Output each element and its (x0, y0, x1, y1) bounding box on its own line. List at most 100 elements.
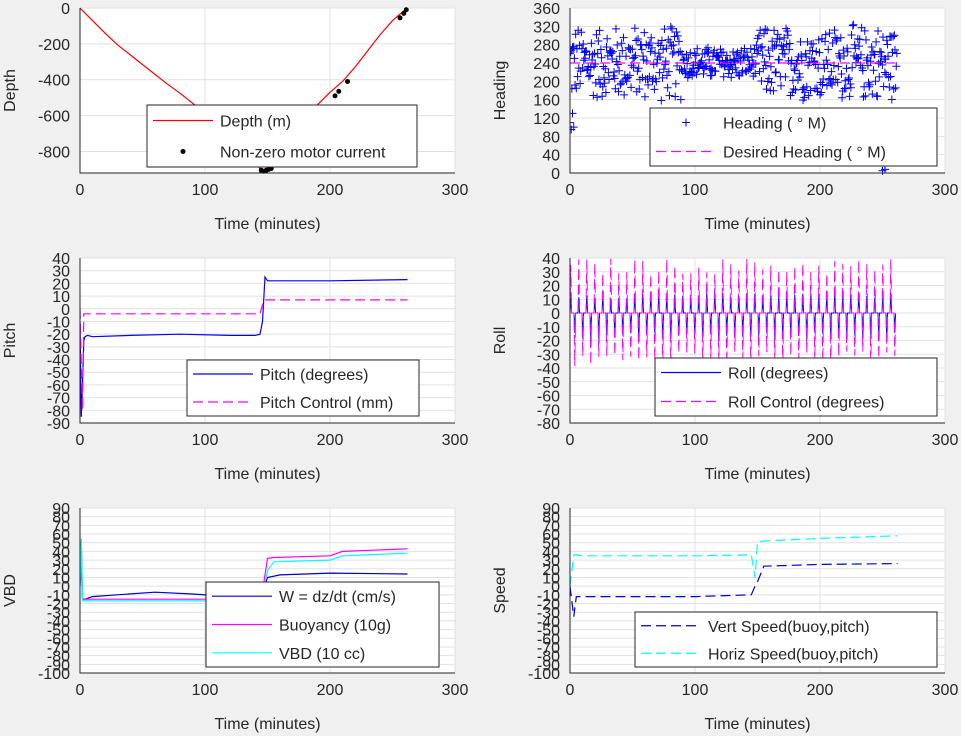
heading-marker (639, 52, 648, 61)
legend-label: Roll (degrees) (728, 366, 828, 383)
heading-marker (664, 67, 673, 76)
heading-marker (770, 42, 779, 51)
heading-marker (571, 30, 580, 39)
x-tick-label: 100 (192, 682, 219, 699)
x-tick-label: 100 (192, 432, 219, 449)
heading-marker (836, 33, 845, 42)
legend-label: Horiz Speed(buoy,pitch) (708, 646, 878, 663)
heading-marker (617, 79, 626, 88)
heading-marker (636, 41, 645, 50)
heading-marker (665, 91, 674, 100)
y-tick-label: 50 (542, 536, 560, 553)
heading-marker (678, 50, 687, 59)
heading-marker (758, 42, 767, 51)
heading-marker (833, 34, 842, 43)
y-tick-label: -200 (38, 37, 70, 54)
y-axis-label: Speed (492, 567, 509, 613)
axis-frame (79, 258, 455, 424)
heading-marker (594, 75, 603, 84)
heading-marker (841, 84, 850, 93)
y-tick-label: 10 (542, 292, 560, 309)
heading-marker (672, 28, 681, 37)
heading-marker (674, 48, 683, 57)
legend-box (634, 611, 938, 668)
heading-marker (772, 40, 781, 49)
heading-marker (600, 73, 609, 82)
y-tick-label: -50 (537, 375, 560, 392)
y-axis-label: Heading (492, 61, 509, 121)
heading-marker (806, 86, 815, 95)
y-tick-label: 60 (542, 527, 560, 544)
x-tick-label: 0 (76, 182, 85, 199)
heading-marker (873, 26, 882, 35)
heading-marker (879, 82, 888, 91)
y-tick-label: -60 (47, 631, 70, 648)
y-tick-label: -40 (537, 614, 560, 631)
heading-marker (646, 47, 655, 56)
heading-marker (604, 68, 613, 77)
heading-marker (768, 44, 777, 53)
x-axis-label: Time (minutes) (704, 466, 810, 483)
heading-marker (837, 69, 846, 78)
heading-marker (637, 45, 646, 54)
y-tick-label: -60 (537, 389, 560, 406)
heading-marker (845, 92, 854, 101)
heading-marker (642, 56, 651, 65)
heading-marker (768, 37, 777, 46)
y-tick-label: 80 (542, 129, 560, 146)
y-tick-label: -600 (38, 109, 70, 126)
x-tick-label: 300 (442, 682, 469, 699)
heading-marker (864, 78, 873, 87)
y-tick-label: -90 (47, 657, 70, 674)
heading-marker (875, 72, 884, 81)
heading-marker (579, 56, 588, 65)
heading-marker (825, 29, 834, 38)
heading-marker (650, 85, 659, 94)
heading-marker (881, 165, 889, 174)
y-tick-label: 20 (52, 562, 70, 579)
series-roll-1 (570, 258, 897, 368)
heading-marker (810, 57, 819, 66)
heading-marker (577, 28, 586, 37)
heading-marker (836, 53, 845, 62)
y-tick-label: -20 (47, 327, 70, 344)
heading-marker (783, 31, 792, 40)
y-tick-label: 20 (542, 279, 560, 296)
panel-speed: 0 100 200 3009080706050403020100-10-20-30-4… (492, 501, 958, 733)
heading-marker (618, 46, 627, 55)
heading-marker (866, 57, 875, 66)
heading-marker (615, 66, 624, 75)
legend-label: Pitch (degrees) (260, 367, 369, 384)
series-depth-1 (258, 7, 409, 174)
heading-marker (828, 80, 836, 89)
motor-current-point (403, 7, 409, 13)
y-tick-label: 40 (542, 251, 560, 268)
x-axis-label: Time (minutes) (704, 216, 810, 233)
y-tick-label: -30 (47, 340, 70, 357)
heading-marker (726, 61, 735, 70)
heading-marker (891, 83, 900, 92)
heading-marker (622, 52, 631, 61)
heading-marker (570, 118, 574, 127)
heading-marker (662, 44, 671, 53)
legend-label: Vert Speed(buoy,pitch) (708, 619, 870, 636)
heading-marker (711, 67, 720, 76)
heading-marker (731, 63, 740, 72)
y-tick-label: 30 (52, 264, 70, 281)
y-tick-label: -80 (537, 649, 560, 666)
y-axis-label: VBD (2, 574, 19, 607)
heading-marker (746, 44, 755, 53)
heading-marker (676, 95, 685, 104)
heading-marker (863, 61, 872, 70)
series-speed-0 (570, 563, 898, 617)
heading-marker (843, 44, 852, 53)
y-tick-label: -10 (537, 588, 560, 605)
y-tick-label: 0 (61, 302, 70, 319)
y-tick-label: 280 (533, 38, 560, 55)
y-tick-label: 40 (542, 544, 560, 561)
heading-marker (838, 93, 847, 102)
heading-marker (769, 86, 778, 95)
y-tick-label: -100 (528, 666, 560, 683)
heading-marker (617, 39, 626, 48)
heading-marker (821, 30, 830, 39)
